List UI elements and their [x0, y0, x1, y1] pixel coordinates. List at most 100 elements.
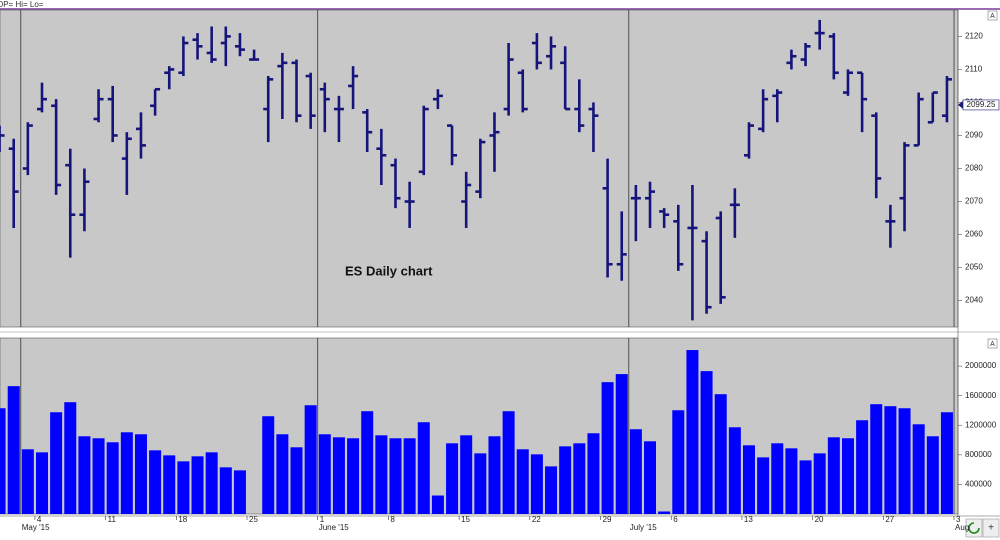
volume-bar [629, 429, 642, 514]
y-tick-label: 400000 [965, 480, 992, 489]
volume-bar [163, 455, 176, 514]
volume-bar [0, 408, 6, 514]
volume-bar [601, 382, 614, 514]
volume-bar [856, 420, 869, 514]
volume-bar [233, 470, 246, 514]
add-icon: + [988, 523, 994, 534]
volume-bar [64, 402, 77, 514]
y-tick-label: 2070 [965, 197, 983, 206]
x-tick-label: 15 [461, 515, 470, 524]
volume-bar [347, 438, 360, 514]
volume-bar [714, 394, 727, 514]
month-label: May '15 [22, 523, 50, 532]
last-price-label: 2099.25 [967, 100, 996, 109]
volume-bar [587, 433, 600, 514]
volume-bar [50, 412, 63, 514]
volume-bar [799, 460, 812, 514]
volume-bar [191, 456, 204, 514]
chart-annotation: ES Daily chart [345, 263, 433, 278]
volume-bar [686, 350, 699, 514]
x-tick-label: 18 [178, 515, 187, 524]
volume-bar [431, 495, 444, 514]
add-button[interactable] [982, 518, 1000, 538]
volume-bar [205, 452, 218, 514]
volume-bar [120, 432, 133, 514]
volume-bar [474, 453, 487, 514]
volume-bar [884, 406, 897, 514]
x-tick-label: 1 [320, 515, 325, 524]
x-tick-label: 6 [673, 515, 678, 524]
x-tick-label: 13 [744, 515, 753, 524]
x-tick-label: 11 [108, 515, 117, 524]
volume-bar [898, 408, 911, 514]
y-tick-label: 2040 [965, 296, 983, 305]
volume-bar [304, 405, 317, 514]
y-tick-label: 1600000 [965, 391, 997, 400]
volume-bar [78, 436, 91, 514]
volume-bar [841, 438, 854, 514]
month-label: June '15 [319, 523, 350, 532]
volume-bar [35, 452, 48, 514]
volume-bar [134, 434, 147, 514]
volume-bar [530, 454, 543, 514]
x-tick-label: 22 [532, 515, 541, 524]
volume-bar [516, 449, 529, 514]
y-tick-label: 2080 [965, 164, 983, 173]
panel-button-icon: A [990, 341, 995, 348]
volume-bar [488, 436, 501, 514]
volume-bar [559, 446, 572, 514]
volume-bar [870, 404, 883, 514]
x-tick-label: 4 [37, 515, 42, 524]
volume-bar [106, 442, 119, 514]
volume-bar [502, 411, 515, 514]
x-tick-label: 29 [603, 515, 612, 524]
price-panel [0, 9, 959, 328]
volume-bar [417, 422, 430, 514]
refresh-button[interactable] [965, 518, 983, 538]
volume-bar [446, 443, 459, 514]
volume-bar [177, 461, 190, 514]
y-tick-label: 2090 [965, 131, 983, 140]
volume-bar [940, 412, 953, 514]
last-price-box [962, 99, 1000, 111]
volume-bar [7, 386, 20, 514]
x-tick-label: 27 [885, 515, 894, 524]
volume-bar [658, 511, 671, 514]
volume-bar [644, 441, 657, 514]
header-text: OP= Hi= Lo= [0, 0, 44, 9]
volume-bar [375, 435, 388, 514]
volume-bar [92, 438, 105, 514]
volume-bar [332, 437, 345, 514]
refresh-icon [968, 522, 980, 534]
last-price-pointer [958, 100, 963, 109]
volume-bar [149, 450, 162, 514]
volume-bar [757, 457, 770, 514]
panel-button[interactable] [987, 338, 998, 349]
volume-bar [389, 438, 402, 514]
volume-bar [813, 453, 826, 514]
panel-button-icon: A [990, 13, 995, 20]
volume-bar [460, 435, 473, 514]
volume-bar [827, 437, 840, 514]
volume-bar [615, 374, 628, 514]
x-tick-label: 3 [956, 515, 961, 524]
volume-bar [742, 445, 755, 514]
volume-bar [403, 438, 416, 514]
volume-bar [21, 449, 34, 514]
volume-bar [262, 416, 275, 514]
y-tick-label: 2110 [965, 65, 983, 74]
volume-bar [276, 434, 289, 514]
x-tick-label: 25 [249, 515, 258, 524]
y-tick-label: 1200000 [965, 420, 997, 429]
y-tick-label: 800000 [965, 450, 992, 459]
panel-button[interactable] [987, 10, 998, 21]
volume-bar [545, 466, 558, 514]
volume-bar [219, 467, 232, 514]
x-tick-label: 20 [815, 515, 824, 524]
x-tick-label: 8 [390, 515, 395, 524]
volume-bar [785, 448, 798, 514]
volume-bar [728, 427, 741, 514]
volume-bar [573, 443, 586, 514]
